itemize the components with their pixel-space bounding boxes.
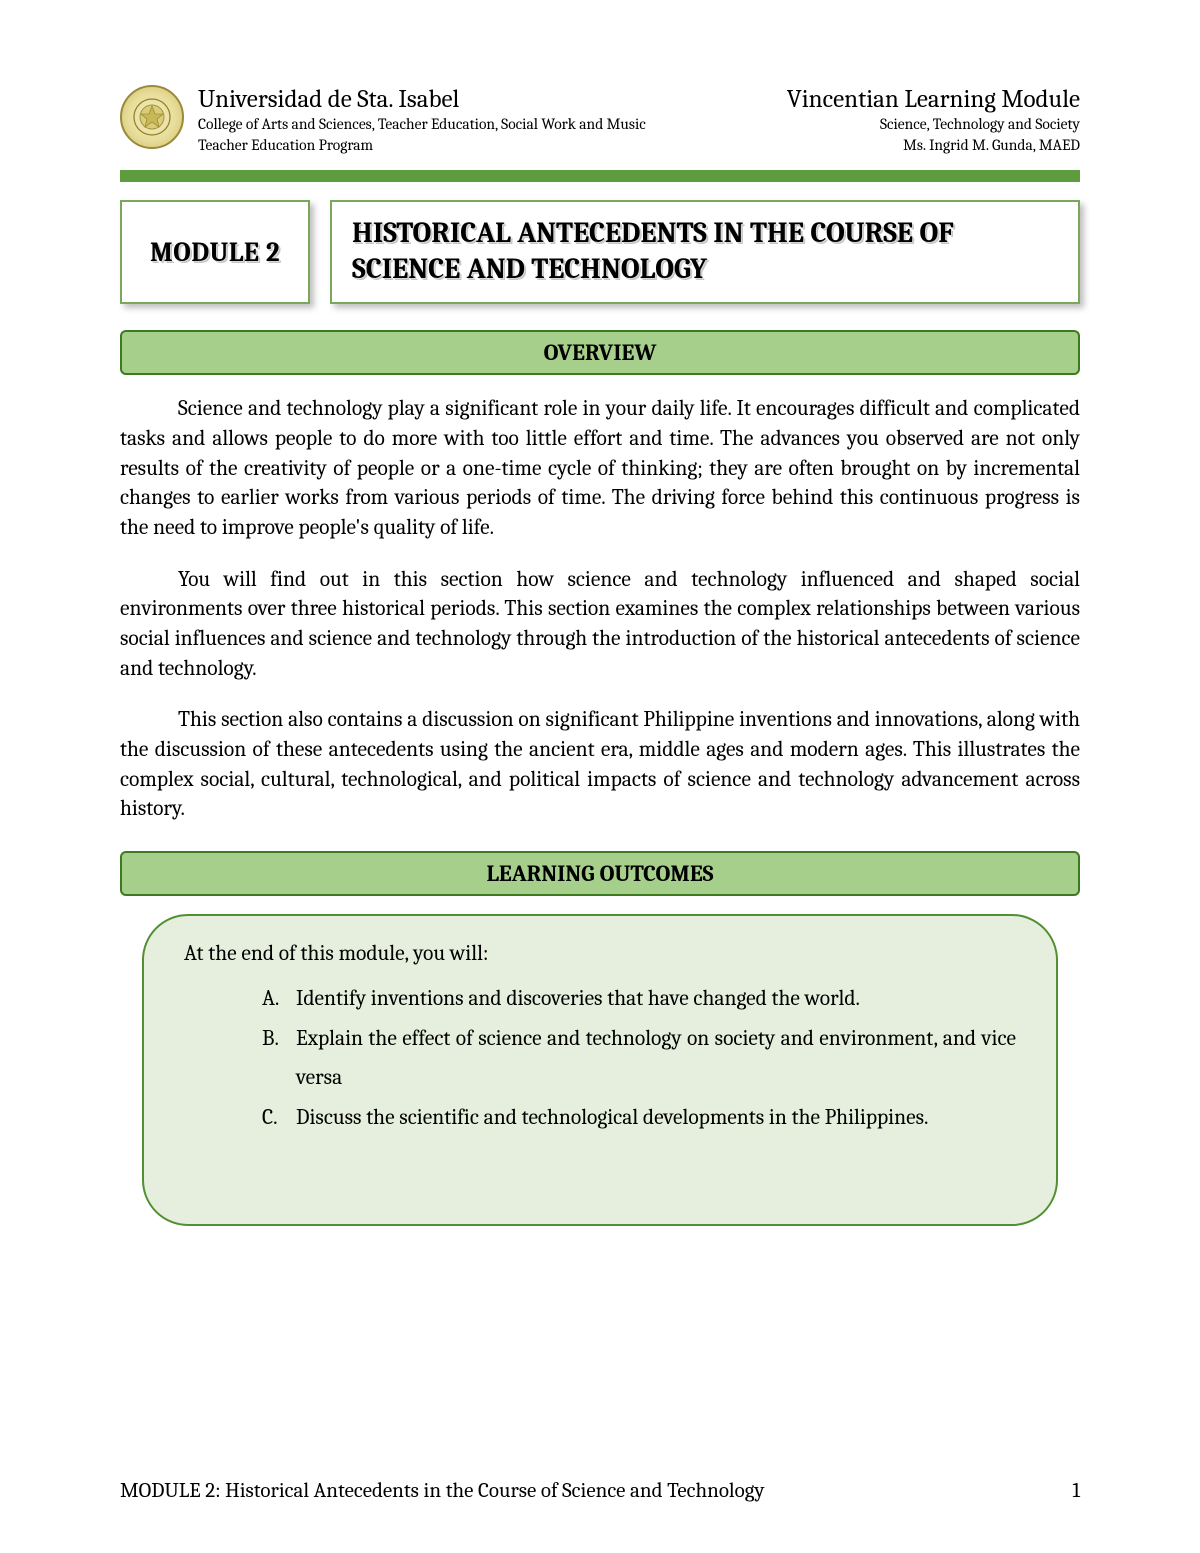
header-divider-bar — [120, 170, 1080, 182]
overview-paragraph: This section also contains a discussion … — [120, 706, 1080, 825]
footer-text: MODULE 2: Historical Antecedents in the … — [120, 1479, 764, 1503]
college-name: College of Arts and Sciences, Teacher Ed… — [198, 114, 646, 135]
header-text-block: Universidad de Sta. Isabel College of Ar… — [198, 85, 1080, 156]
outcome-item: B. Explain the effect of science and tec… — [262, 1020, 1016, 1100]
program-name: Teacher Education Program — [198, 135, 646, 156]
page-number: 1 — [1072, 1479, 1080, 1503]
course-name: Science, Technology and Society — [787, 114, 1080, 135]
overview-paragraph: Science and technology play a significan… — [120, 395, 1080, 543]
module-number-box: MODULE 2 — [120, 200, 310, 305]
module-number-label: MODULE 2 — [150, 237, 280, 268]
university-seal-icon — [120, 85, 184, 149]
university-name: Universidad de Sta. Isabel — [198, 85, 646, 114]
module-series-name: Vincentian Learning Module — [787, 85, 1080, 114]
outcome-text: Identify inventions and discoveries that… — [296, 987, 860, 1011]
page: Universidad de Sta. Isabel College of Ar… — [0, 0, 1200, 1553]
module-title-box: HISTORICAL ANTECEDENTS IN THE COURSE OF … — [330, 200, 1080, 305]
header-left: Universidad de Sta. Isabel College of Ar… — [198, 85, 646, 156]
outcomes-list: A. Identify inventions and discoveries t… — [184, 980, 1016, 1139]
outcome-marker: B. — [262, 1020, 279, 1060]
header-right: Vincentian Learning Module Science, Tech… — [787, 85, 1080, 156]
learning-outcomes-box: At the end of this module, you will: A. … — [142, 914, 1058, 1226]
page-footer: MODULE 2: Historical Antecedents in the … — [120, 1479, 1080, 1503]
outcome-item: C. Discuss the scientific and technologi… — [262, 1099, 1016, 1139]
overview-paragraph: You will find out in this section how sc… — [120, 566, 1080, 685]
module-title-row: MODULE 2 HISTORICAL ANTECEDENTS IN THE C… — [120, 200, 1080, 305]
document-header: Universidad de Sta. Isabel College of Ar… — [120, 85, 1080, 156]
module-title-text: HISTORICAL ANTECEDENTS IN THE COURSE OF … — [352, 216, 1058, 289]
outcome-marker: C. — [262, 1099, 278, 1139]
outcome-marker: A. — [262, 980, 279, 1020]
outcome-item: A. Identify inventions and discoveries t… — [262, 980, 1016, 1020]
outcomes-intro: At the end of this module, you will: — [184, 942, 1016, 966]
outcome-text: Discuss the scientific and technological… — [296, 1106, 928, 1130]
outcome-text: Explain the effect of science and techno… — [296, 1027, 1016, 1091]
overview-heading: OVERVIEW — [120, 330, 1080, 375]
overview-body: Science and technology play a significan… — [120, 395, 1080, 847]
learning-outcomes-heading: LEARNING OUTCOMES — [120, 851, 1080, 896]
instructor-name: Ms. Ingrid M. Gunda, MAED — [787, 135, 1080, 156]
